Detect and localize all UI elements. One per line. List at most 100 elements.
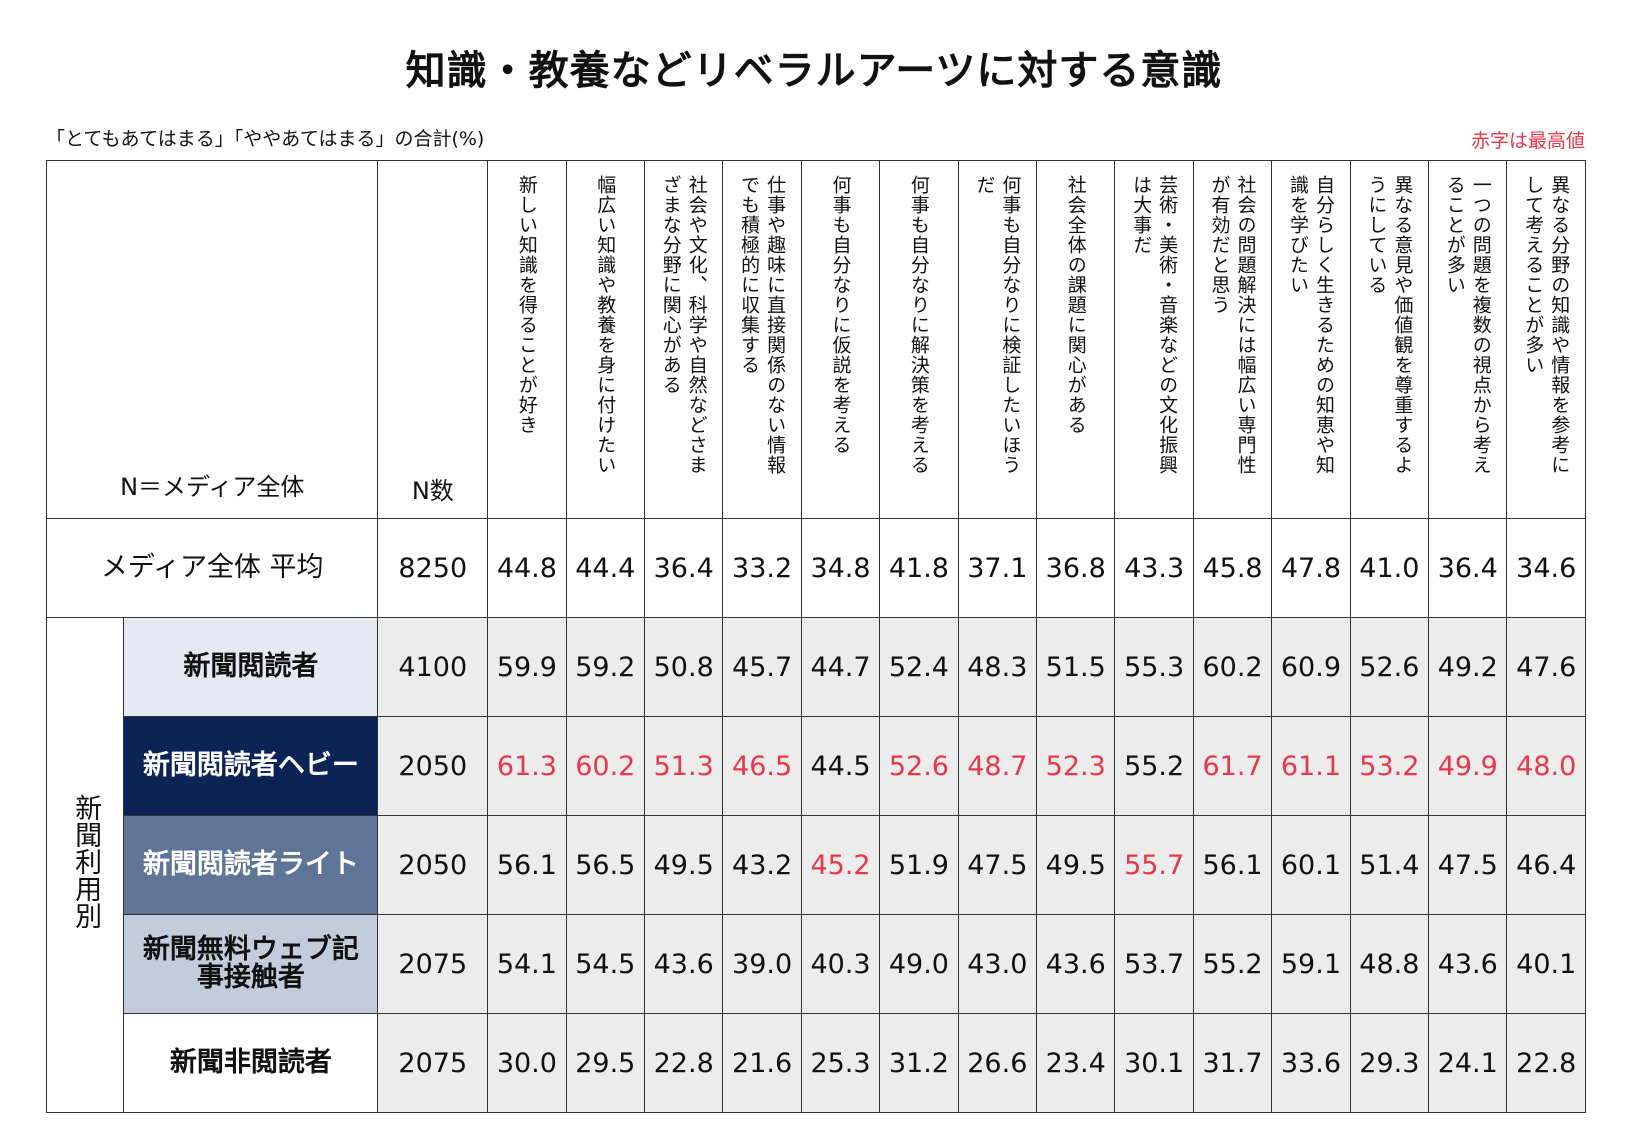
value-cell: 61.3: [487, 716, 567, 816]
value-cell: 29.3: [1349, 1013, 1430, 1113]
value-cell: 22.8: [1506, 1013, 1586, 1113]
value-cell: 44.8: [487, 518, 567, 618]
question-text: 社会の問題解決には幅広い専門性が有効だと思う: [1208, 175, 1257, 475]
group-label-cell: 新聞利用別: [45, 617, 125, 1113]
value-cell: 59.1: [1271, 914, 1351, 1014]
value-cell: 31.7: [1192, 1013, 1273, 1113]
row-label: 新聞閲読者ライト: [123, 815, 379, 915]
value-cell: 29.5: [565, 1013, 645, 1113]
value-cell: 59.9: [487, 617, 567, 717]
question-header: 何事も自分なりに解決策を考える: [879, 160, 959, 519]
question-header: 幅広い知識や教養を身に付けたい: [565, 160, 645, 519]
header-row: N＝メディア全体 N数 新しい知識を得ることが好き 幅広い知識や教養を身に付けた…: [45, 160, 1586, 519]
value-cell: 52.3: [1036, 716, 1116, 816]
value-cell: 43.6: [1036, 914, 1116, 1014]
value-cell: 46.4: [1506, 815, 1586, 915]
table-row: メディア全体 平均 8250 44.8 44.4 36.4 33.2 34.8 41.8 37.…: [45, 518, 1586, 618]
value-cell: 47.8: [1271, 518, 1351, 618]
value-cell: 31.2: [879, 1013, 959, 1113]
value-cell: 51.3: [643, 716, 724, 816]
question-text: 仕事や趣味に直接関係のない情報でも積極的に収集する: [738, 175, 787, 475]
value-cell: 56.1: [487, 815, 567, 915]
value-cell: 46.5: [722, 716, 802, 816]
value-cell: 34.8: [800, 518, 881, 618]
value-cell: 60.2: [565, 716, 645, 816]
value-cell: 43.6: [643, 914, 724, 1014]
value-cell: 45.2: [800, 815, 881, 915]
value-cell: 49.2: [1428, 617, 1508, 717]
question-header: 異なる分野の知識や情報を参考にして考えることが多い: [1506, 160, 1586, 519]
value-cell: 48.3: [957, 617, 1038, 717]
value-cell: 39.0: [722, 914, 802, 1014]
question-header: 芸術・美術・音楽などの文化振興は大事だ: [1114, 160, 1194, 519]
value-cell: 23.4: [1036, 1013, 1116, 1113]
table-row: 新聞利用別 新聞閲読者 4100 59.9 59.2 50.8 45.7 44.7 52.4 48…: [45, 617, 1586, 1113]
page-title: 知識・教養などリベラルアーツに対する意識: [405, 48, 1223, 94]
question-header: 社会や文化、科学や自然などさまざまな分野に関心がある: [643, 160, 724, 519]
row-label: 新聞非閲読者: [123, 1013, 379, 1113]
question-header: 新しい知識を得ることが好き: [487, 160, 567, 519]
question-header: 仕事や趣味に直接関係のない情報でも積極的に収集する: [722, 160, 802, 519]
row-label: メディア全体 平均: [45, 518, 379, 618]
n-value: 2075: [377, 914, 489, 1014]
n-value: 8250: [377, 518, 489, 618]
value-cell: 40.3: [800, 914, 881, 1014]
value-cell: 59.2: [565, 617, 645, 717]
row-label: 新聞閲読者: [123, 617, 379, 717]
value-cell: 53.7: [1114, 914, 1194, 1014]
value-cell: 47.5: [1428, 815, 1508, 915]
value-cell: 47.6: [1506, 617, 1586, 717]
value-cell: 40.1: [1506, 914, 1586, 1014]
value-cell: 52.6: [879, 716, 959, 816]
value-cell: 60.2: [1192, 617, 1273, 717]
value-cell: 41.8: [879, 518, 959, 618]
value-cell: 54.5: [565, 914, 645, 1014]
question-text: 新しい知識を得ることが好き: [515, 175, 538, 435]
question-header: 自分らしく生きるための知恵や知識を学びたい: [1271, 160, 1351, 519]
question-header: 異なる意見や価値観を尊重するようにしている: [1349, 160, 1430, 519]
question-text: 幅広い知識や教養を身に付けたい: [594, 175, 617, 475]
value-cell: 43.6: [1428, 914, 1508, 1014]
table-row: 新聞閲読者ヘビー 2050 61.3 60.2 51.3 46.5 44.5 52.6 48.7…: [47, 716, 1586, 816]
value-cell: 48.0: [1506, 716, 1586, 816]
value-cell: 55.2: [1114, 716, 1194, 816]
value-cell: 44.5: [800, 716, 881, 816]
question-text: 何事も自分なりに解決策を考える: [907, 175, 930, 475]
question-text: 自分らしく生きるための知恵や知識を学びたい: [1286, 175, 1335, 475]
survey-table: N＝メディア全体 N数 新しい知識を得ることが好き 幅広い知識や教養を身に付けた…: [45, 160, 1586, 1113]
segment-header: N＝メディア全体: [45, 160, 379, 519]
group-label: 新聞利用別: [70, 794, 102, 929]
value-cell: 60.9: [1271, 617, 1351, 717]
n-header: N数: [377, 160, 489, 519]
value-cell: 47.5: [957, 815, 1038, 915]
value-cell: 43.2: [722, 815, 802, 915]
value-cell: 44.4: [565, 518, 645, 618]
question-header: 社会全体の課題に関心がある: [1036, 160, 1116, 519]
value-cell: 51.4: [1349, 815, 1430, 915]
question-text: 異なる意見や価値観を尊重するようにしている: [1365, 175, 1414, 475]
value-cell: 49.0: [879, 914, 959, 1014]
value-cell: 45.8: [1192, 518, 1273, 618]
n-value: 2050: [377, 716, 489, 816]
value-cell: 61.7: [1192, 716, 1273, 816]
value-cell: 43.3: [1114, 518, 1194, 618]
value-cell: 33.6: [1271, 1013, 1351, 1113]
value-cell: 53.2: [1349, 716, 1430, 816]
value-cell: 56.5: [565, 815, 645, 915]
value-cell: 48.7: [957, 716, 1038, 816]
value-cell: 60.1: [1271, 815, 1351, 915]
value-cell: 34.6: [1506, 518, 1586, 618]
question-header: 社会の問題解決には幅広い専門性が有効だと思う: [1192, 160, 1273, 519]
value-cell: 49.9: [1428, 716, 1508, 816]
question-header: 一つの問題を複数の視点から考えることが多い: [1428, 160, 1508, 519]
value-cell: 49.5: [1036, 815, 1116, 915]
question-header: 何事も自分なりに仮説を考える: [800, 160, 881, 519]
value-cell: 43.0: [957, 914, 1038, 1014]
value-cell: 51.5: [1036, 617, 1116, 717]
row-label: 新聞無料ウェブ記事接触者: [123, 914, 379, 1014]
question-text: 何事も自分なりに検証したいほうだ: [973, 175, 1022, 475]
question-text: 社会や文化、科学や自然などさまざまな分野に関心がある: [659, 175, 708, 475]
row-label: 新聞閲読者ヘビー: [123, 716, 379, 816]
highlight-note: 赤字は最高値: [1470, 130, 1585, 152]
value-cell: 22.8: [643, 1013, 724, 1113]
